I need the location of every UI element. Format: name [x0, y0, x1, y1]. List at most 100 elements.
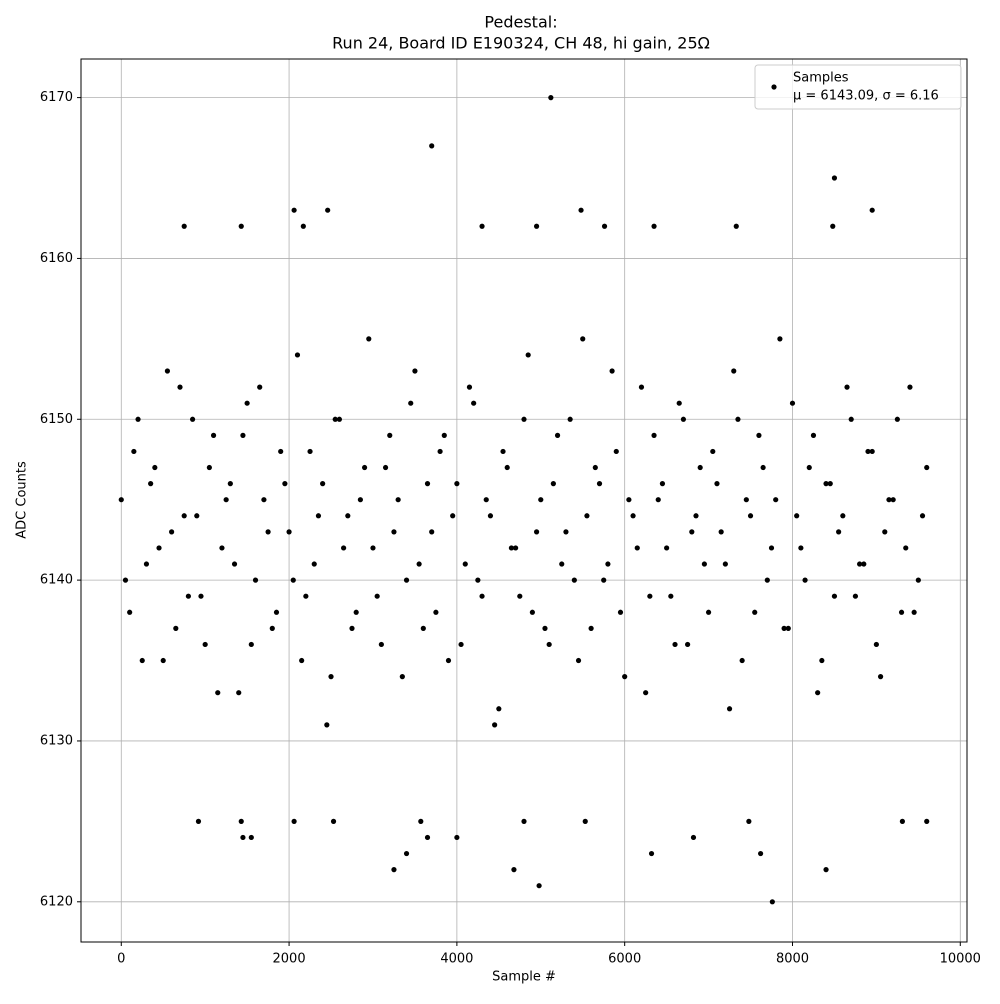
legend-box [754, 64, 962, 110]
sample-point [626, 497, 632, 503]
sample-point [521, 818, 527, 824]
sample-point [299, 657, 305, 664]
sample-point [857, 561, 863, 567]
sample-point [550, 481, 556, 487]
sample-point [705, 609, 712, 615]
sample-point [638, 384, 645, 390]
sample-point [894, 416, 900, 422]
sample-point [690, 834, 697, 841]
sample-point [441, 432, 447, 438]
x-tick-label: 8000 [776, 952, 809, 967]
sample-point [198, 593, 204, 599]
sample-point [219, 545, 225, 551]
sample-point [735, 416, 741, 422]
sample-point [664, 545, 670, 551]
legend-label: Samples [793, 71, 849, 86]
sample-point [890, 497, 896, 503]
sample-point [668, 593, 674, 599]
sample-point [882, 529, 888, 535]
sample-point [300, 223, 306, 229]
sample-point [810, 432, 817, 438]
sample-point [240, 432, 246, 438]
x-tick-label: 10000 [940, 952, 981, 967]
sample-point [303, 593, 309, 599]
chart-subtitle: Run 24, Board ID E190324, CH 48, hi gain… [332, 34, 710, 53]
sample-point [139, 657, 145, 664]
sample-point [836, 529, 842, 535]
sample-point [403, 577, 410, 583]
sample-point [194, 513, 200, 519]
sample-point [622, 674, 628, 680]
sample-point [877, 674, 884, 680]
sample-point [215, 690, 221, 696]
sample-point [777, 336, 783, 342]
sample-point [320, 481, 326, 487]
sample-point [542, 625, 548, 631]
sample-point [806, 464, 812, 471]
sample-point [248, 641, 254, 648]
legend-marker [771, 84, 777, 90]
sample-point [536, 883, 542, 889]
sample-point [458, 641, 464, 648]
sample-point [424, 481, 431, 487]
sample-point [148, 481, 154, 487]
sample-point [831, 175, 838, 181]
sample-point [588, 625, 594, 631]
sample-point [382, 464, 389, 471]
sample-point [789, 400, 796, 406]
sample-point [240, 834, 246, 841]
sample-point [332, 416, 338, 422]
sample-point [718, 529, 724, 535]
sample-point [756, 432, 762, 438]
sample-point [471, 400, 477, 406]
sample-point [353, 609, 359, 615]
sample-point [433, 609, 439, 615]
sample-point [634, 545, 640, 551]
sample-point [819, 657, 825, 664]
sample-point [454, 834, 460, 841]
sample-point [752, 609, 758, 615]
sample-point [802, 577, 808, 583]
sample-point [328, 674, 334, 680]
sample-point [655, 497, 661, 503]
sample-point [873, 641, 879, 648]
y-tick-label: 6120 [40, 894, 73, 909]
sample-point [185, 593, 191, 599]
sample-point [823, 867, 829, 873]
sample-point [827, 481, 833, 487]
sample-point [278, 448, 284, 455]
sample-point [861, 561, 867, 567]
sample-point [919, 513, 926, 519]
sample-point [548, 95, 554, 101]
sample-point [567, 416, 573, 422]
sample-point [869, 207, 875, 213]
sample-point [169, 529, 175, 535]
sample-point [578, 207, 584, 213]
y-axis-label: ADC Counts [15, 461, 30, 539]
sample-point [189, 416, 196, 422]
sample-point [143, 561, 150, 567]
sample-point [177, 384, 183, 390]
sample-point [697, 464, 703, 471]
sample-point [733, 223, 739, 229]
sample-point [571, 577, 577, 583]
sample-point [244, 400, 250, 406]
sample-point [135, 416, 141, 422]
sample-point [399, 674, 405, 680]
sample-point [726, 706, 733, 712]
sample-point [739, 657, 745, 664]
sample-point [349, 625, 355, 631]
sample-point [357, 497, 363, 503]
sample-point [454, 481, 460, 487]
sample-point [294, 352, 301, 358]
sample-point [609, 368, 615, 374]
sample-point [693, 513, 699, 519]
sample-point [418, 818, 424, 824]
sample-point [769, 899, 775, 905]
sample-point [345, 513, 351, 519]
sample-point [429, 529, 435, 535]
sample-point [582, 818, 588, 824]
sample-point [181, 223, 187, 229]
sample-point [378, 641, 384, 648]
